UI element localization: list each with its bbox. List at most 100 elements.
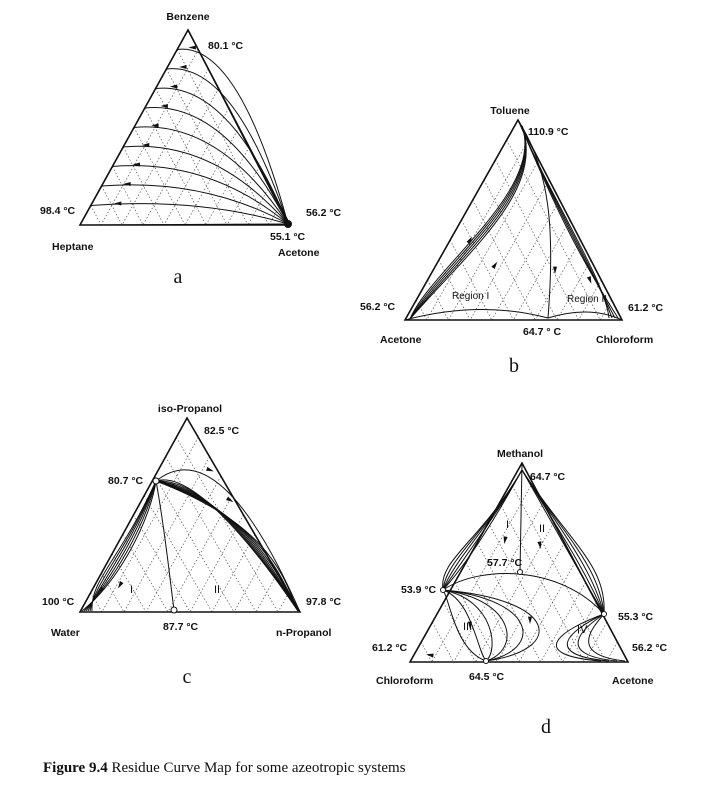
- temp-azeotrope-d-mid: 57.7 °C: [487, 557, 523, 569]
- grid-line: [211, 534, 256, 613]
- residue-curve: [547, 311, 623, 321]
- azeotrope-point-d-bottom: [483, 658, 489, 664]
- residue-curve: [404, 308, 549, 321]
- residue-curve: [442, 589, 487, 662]
- component-top-a: Benzene: [166, 11, 209, 23]
- grid-line: [122, 146, 165, 226]
- temp-right-a: 56.2 °C: [306, 207, 342, 219]
- residue-curve: [409, 125, 527, 320]
- component-right-c: n-Propanol: [276, 627, 331, 639]
- triangle-a: [78, 28, 292, 226]
- grid-line: [432, 622, 454, 663]
- panel-letter-d: d: [541, 716, 551, 738]
- panel-letter-a: a: [174, 266, 183, 288]
- grid-line: [461, 219, 514, 321]
- grid-line: [584, 622, 608, 663]
- component-top-c: iso-Propanol: [158, 403, 222, 415]
- grid-line: [90, 205, 102, 226]
- grid-line: [226, 166, 260, 226]
- grid-d: [420, 482, 618, 663]
- direction-arrow: [226, 496, 234, 502]
- direction-arrow: [206, 466, 214, 472]
- panel-letter-c: c: [183, 666, 192, 688]
- grid-line: [540, 582, 586, 663]
- panel-letter-b: b: [509, 355, 519, 377]
- residue-curve: [101, 184, 289, 225]
- grid-line: [599, 299, 612, 321]
- azeotrope-point-a: [284, 220, 292, 228]
- temp-top-a: 80.1 °C: [208, 40, 244, 52]
- temp-azeotrope-a: 55.1 °C: [270, 231, 306, 243]
- region-label-1-b: Region I: [452, 291, 489, 302]
- residue-curve: [133, 126, 289, 225]
- temp-left-d: 61.2 °C: [372, 642, 408, 654]
- direction-arrow: [169, 84, 178, 89]
- temp-top-b: 110.9 °C: [528, 126, 569, 138]
- grid-line: [233, 553, 267, 613]
- component-left-b: Acetone: [380, 334, 422, 346]
- region-label-1-c: I: [130, 584, 133, 596]
- grid-line: [100, 49, 199, 226]
- azeotrope-point-c2: [170, 606, 178, 614]
- residue-curves-b: [404, 119, 623, 321]
- temp-top-c: 82.5 °C: [204, 425, 240, 437]
- residue-curve: [442, 589, 540, 662]
- panel-a: Benzene 80.1 °C 98.4 °C 56.2 °C 55.1 °C …: [40, 11, 342, 288]
- grid-line: [448, 159, 540, 321]
- grid-c: [90, 437, 290, 613]
- temp-azeotrope-c1: 80.7 °C: [108, 475, 144, 487]
- grid-line: [101, 437, 199, 613]
- residue-curve: [91, 480, 157, 612]
- residue-curve: [155, 480, 175, 611]
- residue-curve: [144, 107, 289, 225]
- region-label-2-b: Region II: [567, 294, 607, 305]
- residue-curve: [90, 203, 289, 225]
- residue-curve: [442, 589, 487, 662]
- grid-line: [415, 299, 428, 321]
- temp-azeotrope-c2: 87.7 °C: [163, 621, 199, 633]
- panel-d: Methanol 64.7 °C 57.7 °C 53.9 °C 55.3 °C…: [372, 448, 668, 738]
- grid-b: [415, 139, 612, 321]
- direction-arrow: [179, 64, 187, 70]
- temp-azeotrope-d-right: 55.3 °C: [618, 611, 654, 623]
- grid-line: [454, 582, 498, 663]
- temp-right-b: 61.2 °C: [628, 302, 664, 314]
- temp-left-b: 56.2 °C: [360, 301, 396, 313]
- azeotrope-point-d-mid: [517, 569, 523, 575]
- residue-curves-d: [426, 462, 626, 662]
- component-right-a: Acetone: [278, 247, 320, 259]
- residue-curve: [519, 462, 523, 573]
- direction-arrow: [123, 181, 131, 187]
- temp-right-d: 56.2 °C: [632, 642, 668, 654]
- grid-line: [426, 139, 529, 321]
- direction-arrow: [467, 621, 473, 629]
- direction-arrow: [503, 536, 508, 544]
- component-top-b: Toluene: [490, 105, 530, 117]
- residue-curve: [155, 480, 299, 612]
- temp-top-d: 64.7 °C: [530, 471, 566, 483]
- direction-arrow: [160, 103, 168, 109]
- component-left-d: Chloroform: [376, 675, 433, 687]
- residue-curve: [442, 589, 493, 662]
- grid-line: [431, 482, 533, 663]
- direction-arrow: [118, 581, 124, 589]
- residue-curve: [155, 480, 299, 612]
- panel-c: iso-Propanol 82.5 °C 80.7 °C 100 °C 97.8…: [42, 403, 342, 688]
- residue-curve: [577, 613, 618, 662]
- grid-line: [605, 641, 618, 663]
- component-top-d: Methanol: [497, 448, 543, 460]
- residue-curve: [409, 125, 526, 320]
- grid-line: [562, 602, 597, 663]
- component-left-a: Heptane: [52, 241, 94, 253]
- region-label-3-d: III: [463, 621, 472, 633]
- region-label-1-d: I: [506, 519, 509, 531]
- grid-line: [578, 279, 602, 321]
- grid-line: [189, 514, 244, 613]
- direction-arrow: [141, 142, 150, 148]
- grid-line: [465, 562, 520, 663]
- direction-arrow: [132, 162, 140, 167]
- grid-line: [166, 68, 249, 226]
- grid-line: [488, 522, 563, 663]
- direction-arrow: [96, 586, 104, 593]
